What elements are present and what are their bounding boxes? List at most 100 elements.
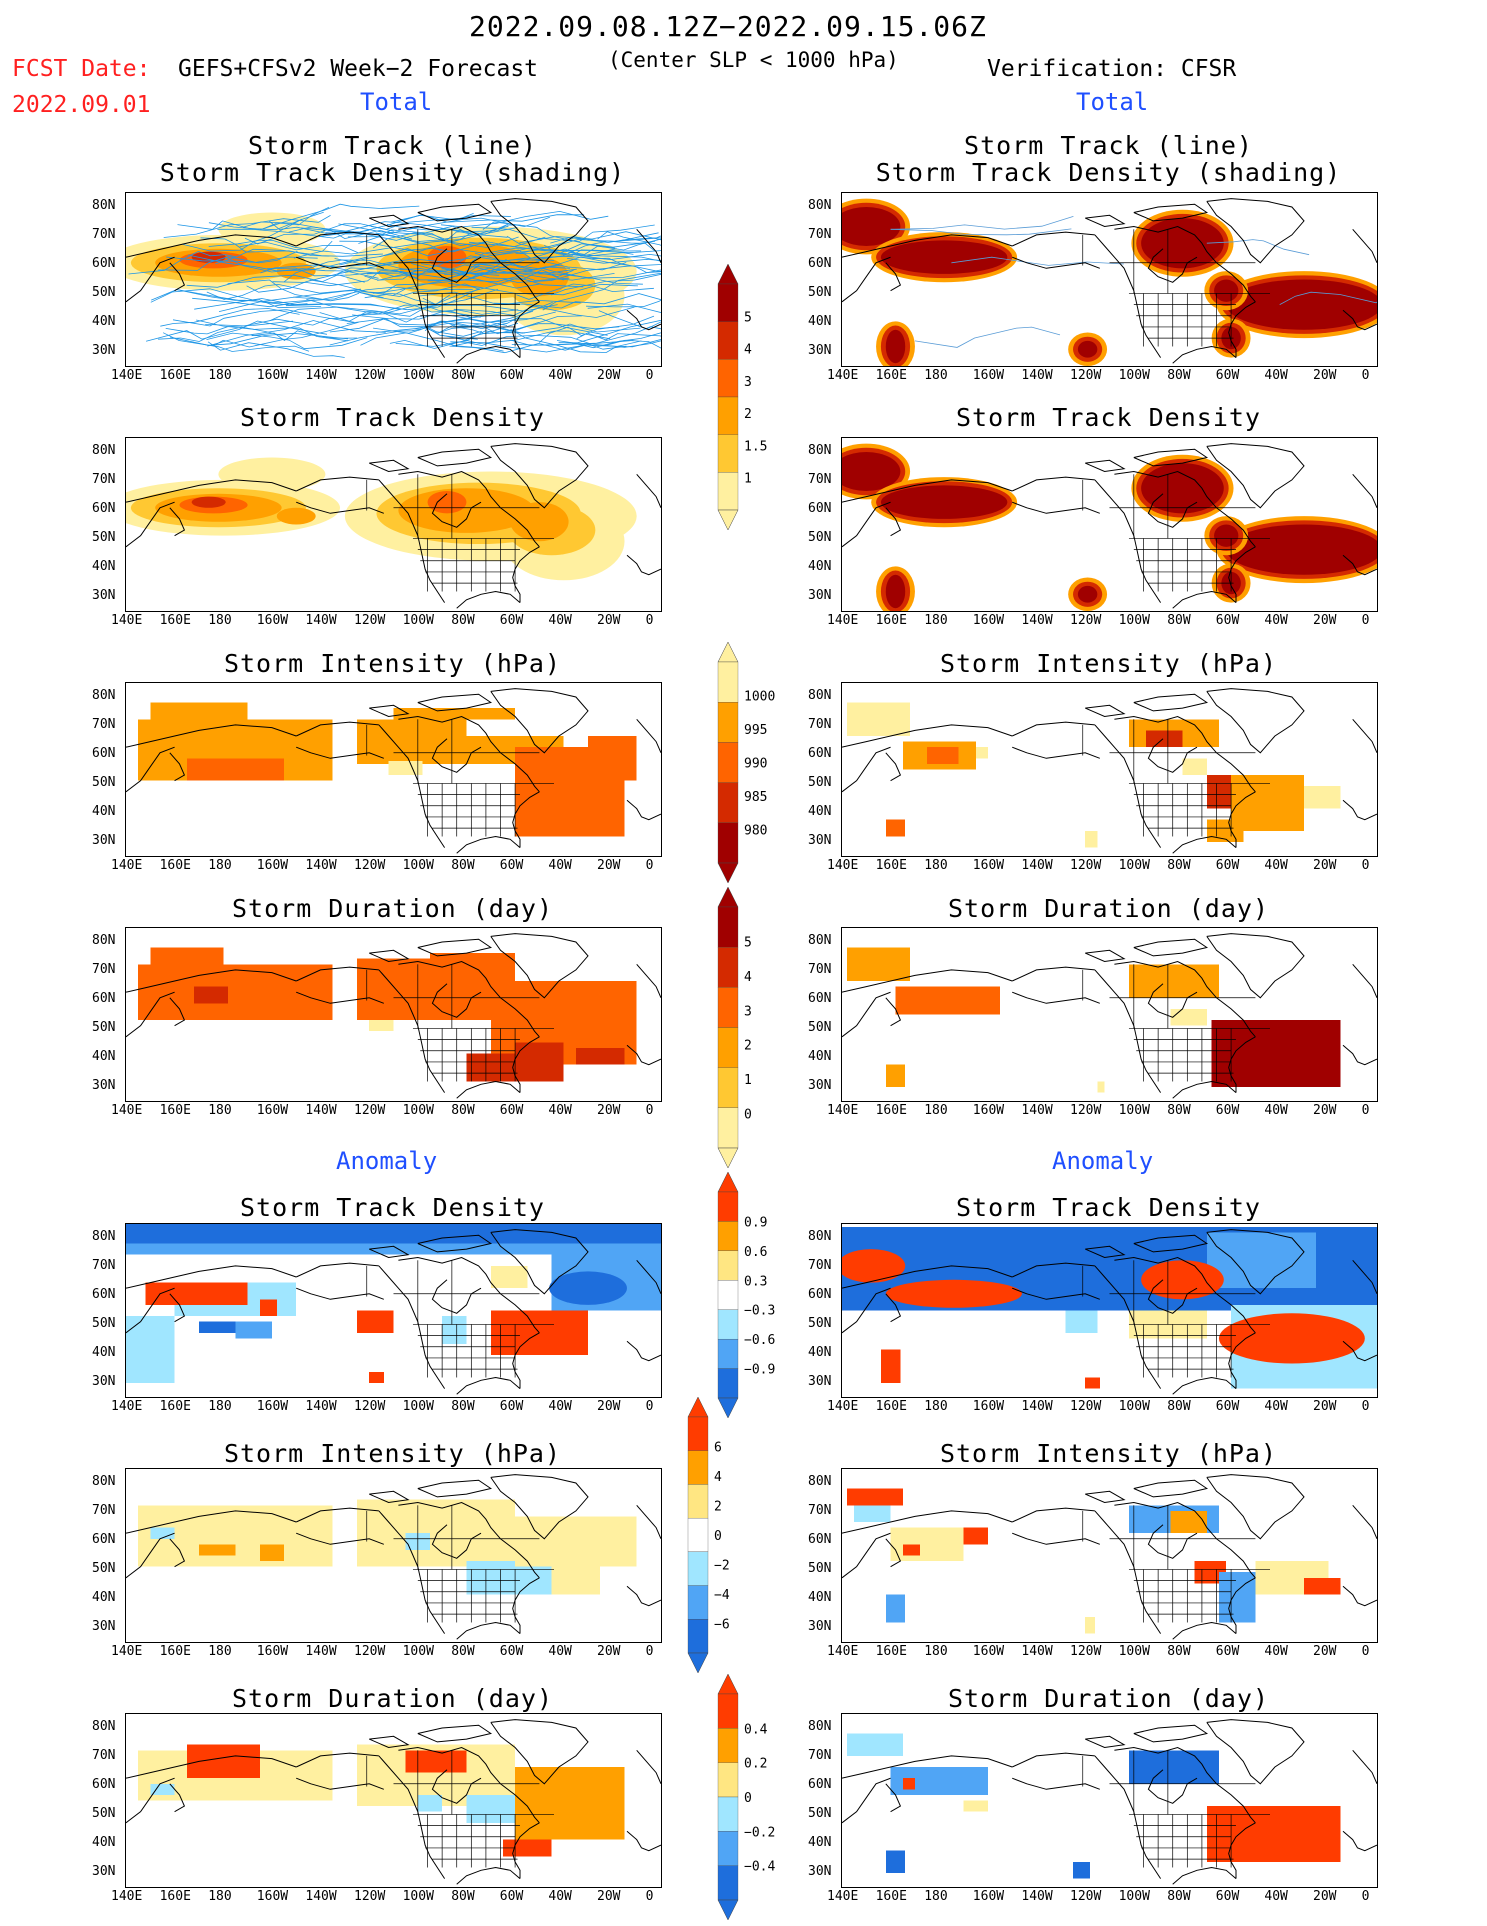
lat-label: 70N [92,1503,116,1518]
lon-label: 60W [499,368,524,383]
colorbar-label: −4 [714,1588,730,1603]
lat-label: 50N [808,775,832,790]
colorbar-arrow-bottom [717,862,739,884]
lat-label: 50N [808,1020,832,1035]
lon-label: 0 [645,1399,654,1414]
lat-label: 60N [92,1287,116,1302]
lon-label: 40W [548,1103,572,1118]
map-duration-verif [841,927,1378,1102]
lon-label: 140W [305,1103,337,1118]
colorbar-label: 0 [744,1791,752,1806]
anomaly-label-right: Anomaly [1052,1147,1154,1175]
lat-label: 50N [92,285,116,300]
lon-label: 180 [924,1644,948,1659]
lon-label: 20W [597,858,621,873]
lat-label: 80N [92,688,116,703]
lon-label: 140E [827,1889,859,1904]
colorbar-arrow-top [717,1673,739,1695]
lat-label: 30N [808,1864,832,1879]
lon-label: 120W [1070,1644,1102,1659]
title-track-density-shading-right: Storm Track Density (shading) [875,158,1342,187]
lon-label: 40W [548,368,572,383]
lon-label: 180 [208,1644,232,1659]
title-track-line-right: Storm Track (line) [964,131,1253,160]
lon-label: 160W [256,1644,289,1659]
lat-label: 50N [92,775,116,790]
lat-label: 50N [92,1806,116,1821]
map-canvas [126,1224,661,1395]
map-canvas [842,688,1377,854]
title-intensity-total-right: Storm Intensity (hPa) [939,649,1278,678]
colorbar-label: 4 [744,343,752,358]
lon-label: 100W [1118,368,1150,383]
lon-label: 160E [875,1103,907,1118]
lon-label: 160E [875,1399,907,1414]
colorbar-segment [717,987,739,1028]
lat-label: 70N [92,472,116,487]
title-duration-anom-left: Storm Duration (day) [231,1684,554,1713]
lat-label: 70N [808,472,832,487]
colorbar-label: 1.5 [744,439,767,454]
title-intensity-anom-left: Storm Intensity (hPa) [223,1439,562,1468]
lon-label: 140W [1021,368,1053,383]
lon-label: 160W [972,613,1005,628]
title-track-line-left: Storm Track (line) [248,131,537,160]
lat-label: 60N [92,1777,116,1792]
lat-label: 40N [808,1345,832,1360]
title-duration-anom-right: Storm Duration (day) [947,1684,1270,1713]
colorbar-arrow-top [717,641,739,663]
lon-label: 120W [354,1399,386,1414]
lon-label: 100W [402,613,434,628]
lat-label: 80N [92,198,116,213]
lon-label: 80W [1167,1644,1191,1659]
colorbar-segment [717,1107,739,1149]
colorbar-segment [717,1368,739,1399]
lon-label: 20W [1313,858,1337,873]
lat-label: 40N [92,1345,116,1360]
lon-label: 180 [924,858,948,873]
colorbar-segment [717,661,739,703]
colorbar-label: 0 [714,1529,722,1544]
lon-label: 160W [972,1103,1005,1118]
lon-label: 20W [1313,1399,1337,1414]
colorbar-duration-total: 5 4 3 2 1 0 [716,885,796,1170]
lon-label: 0 [1361,858,1370,873]
map-canvas [126,1474,661,1640]
colorbar-arrow-bottom [717,1899,739,1921]
colorbar-segment [687,1517,709,1553]
lon-label: 100W [1118,1399,1150,1414]
colorbar-label: 3 [744,1004,752,1019]
lat-label: 70N [808,1748,832,1763]
lon-label: 60W [499,1644,524,1659]
lon-label: 80W [1167,368,1191,383]
colorbar-label: 0 [744,1108,752,1123]
lon-label: 120W [1070,613,1102,628]
colorbar-segment [717,1221,739,1252]
lon-label: 160E [159,1399,191,1414]
colorbar-label: 990 [744,757,767,772]
lon-label: 100W [402,858,434,873]
fcst-date-label: FCST Date: [12,56,151,82]
lon-label: 100W [402,1399,434,1414]
lat-label: 60N [92,1532,116,1547]
lat-label: 40N [808,559,832,574]
colorbar-label: 4 [714,1470,722,1485]
lon-label: 60W [499,1889,524,1904]
map-intensity-verif [841,682,1378,857]
map-canvas [842,443,1377,611]
lon-label: 140E [827,613,859,628]
verification-label: Verification: CFSR [987,56,1237,82]
lon-label: 120W [1070,1889,1102,1904]
lat-label: 50N [808,1806,832,1821]
lon-label: 160E [159,1103,191,1118]
lon-label: 140E [111,1644,143,1659]
colorbar-arrow-top [687,1396,709,1418]
lon-label: 120W [354,368,386,383]
lon-label: 40W [1264,1103,1288,1118]
lon-label: 160E [159,613,191,628]
colorbar-label: 0.4 [744,1722,768,1737]
lon-label: 160E [875,858,907,873]
lon-label: 160W [972,1399,1005,1414]
colorbar-label: 1 [744,1073,752,1088]
lat-label: 70N [92,1258,116,1273]
